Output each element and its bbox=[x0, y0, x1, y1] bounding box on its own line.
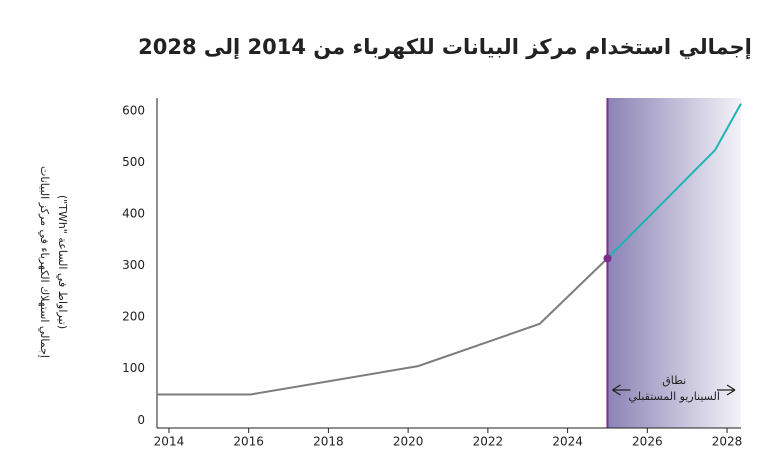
x-tick-label: 2014 bbox=[154, 435, 185, 449]
scenario-label: السيناريو المستقبلي bbox=[629, 390, 720, 403]
y-tick-label: 200 bbox=[122, 310, 145, 324]
y-tick-label: 600 bbox=[122, 103, 145, 117]
y-tick-label: 0 bbox=[137, 413, 145, 427]
y-tick-label: 400 bbox=[122, 207, 145, 221]
x-tick-label: 2026 bbox=[632, 435, 663, 449]
y-axis-label: (تيراواط في الساعة "TWh") bbox=[56, 195, 69, 329]
x-tick-label: 2018 bbox=[313, 435, 344, 449]
y-tick-label: 100 bbox=[122, 361, 145, 375]
series-line bbox=[606, 103, 742, 260]
y-axis-label: إجمالي استهلاك الكهرباء في مركز البيانات bbox=[38, 166, 51, 358]
arrow-right bbox=[717, 384, 736, 396]
transition-point bbox=[603, 254, 612, 263]
y-tick-label: 300 bbox=[122, 258, 145, 272]
x-tick-label: 2028 bbox=[712, 435, 743, 449]
y-tick-label: 500 bbox=[122, 155, 145, 169]
x-tick-label: 2016 bbox=[233, 435, 264, 449]
x-tick-label: 2024 bbox=[552, 435, 583, 449]
x-tick-label: 2022 bbox=[473, 435, 504, 449]
scenario-region bbox=[607, 98, 741, 428]
series-line bbox=[157, 257, 609, 396]
chart-title: إجمالي استخدام مركز البيانات للكهرباء من… bbox=[138, 35, 752, 59]
arrow-left bbox=[612, 384, 631, 396]
x-tick-label: 2020 bbox=[393, 435, 424, 449]
scenario-label: نطاق bbox=[662, 374, 686, 387]
